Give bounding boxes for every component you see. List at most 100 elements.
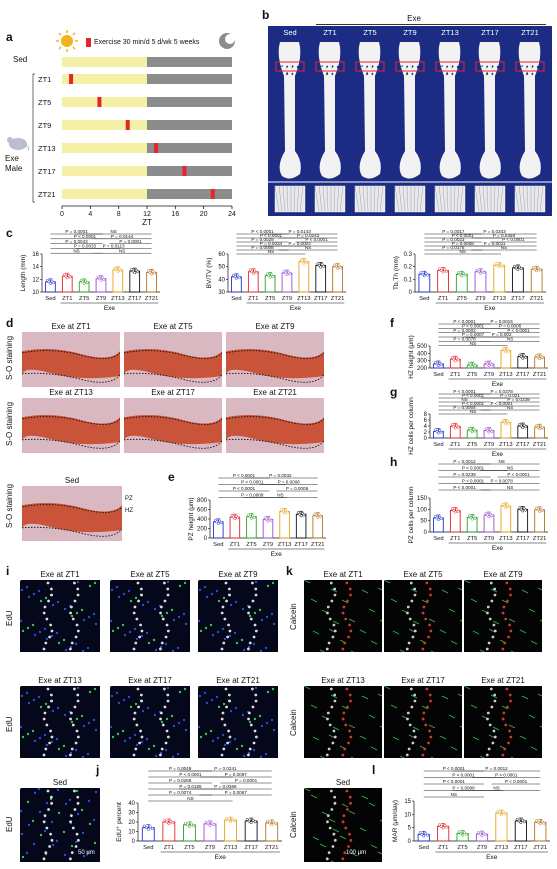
boundary-dot <box>254 735 258 739</box>
boundary-dot <box>493 587 497 591</box>
zone-boundary <box>226 350 324 359</box>
boundary-dot <box>329 581 333 585</box>
calcein-label <box>450 746 458 751</box>
boundary-dot <box>42 820 46 824</box>
x-tick-label: ZT17 <box>516 536 530 542</box>
x-tick-label: ZT1 <box>438 845 448 851</box>
data-point <box>422 274 426 278</box>
data-point <box>460 274 464 278</box>
trabecular-dot <box>531 66 534 68</box>
boundary-dot <box>333 587 337 591</box>
p-value-label: NS <box>461 397 467 402</box>
boundary-dot <box>225 599 228 603</box>
microct-column-label: ZT9 <box>403 28 416 37</box>
data-point <box>133 271 137 275</box>
boundary-dot <box>493 693 497 697</box>
calcein-label <box>439 629 447 634</box>
boundary-dot <box>409 581 413 585</box>
boundary-dot <box>42 753 46 757</box>
calcein-label <box>332 828 340 833</box>
calcein-label <box>384 686 391 690</box>
boundary-dot <box>69 717 72 721</box>
boundary-dot <box>492 623 496 627</box>
boundary-dot <box>332 623 336 627</box>
y-tick-label: 0 <box>424 436 428 442</box>
data-point <box>436 431 440 435</box>
data-point <box>102 278 106 281</box>
calcein-label <box>304 580 311 584</box>
trabecular-dot <box>286 73 288 76</box>
trabecular-dot <box>496 66 499 68</box>
y-tick-label: 500 <box>417 344 428 350</box>
trabecular-strut <box>296 185 300 213</box>
trabecular-dot <box>376 66 379 68</box>
trabecular-strut <box>514 185 520 213</box>
boundary-dot <box>47 808 50 811</box>
boundary-dot <box>222 641 226 645</box>
x-tick-label: ZT5 <box>246 542 256 548</box>
boundary-dot <box>223 617 227 621</box>
edu-tile <box>20 580 100 652</box>
exercise-window <box>210 189 215 199</box>
x-tick-label: ZT17 <box>514 845 528 851</box>
boundary-dot <box>508 729 511 733</box>
nucleus-dot <box>110 686 112 688</box>
boundary-dot <box>406 717 409 721</box>
roi-box <box>515 61 545 72</box>
data-point <box>148 825 152 829</box>
trabecular-strut <box>526 185 529 213</box>
data-point <box>266 519 270 523</box>
nucleus-dot <box>199 629 203 633</box>
nucleus-dot <box>183 581 187 585</box>
boundary-dot <box>508 587 512 591</box>
nucleus-dot <box>229 603 233 607</box>
trabecular-dot <box>521 65 523 67</box>
nucleus-dot <box>222 596 226 600</box>
nucleus-dot <box>164 642 168 646</box>
trabecular-block <box>474 185 506 213</box>
calcein-label <box>370 640 378 645</box>
boundary-dot <box>343 641 347 645</box>
y-tick-label: 15 <box>404 799 411 805</box>
nucleus-dot <box>234 706 238 710</box>
row-label: Calcein <box>289 811 298 838</box>
x-tick-label: ZT1 <box>438 296 448 302</box>
nucleus-dot <box>135 637 139 641</box>
p-value-label: P = 0.0008 <box>251 245 274 250</box>
boundary-dot <box>165 729 169 733</box>
x-tick-label: ZT21 <box>534 845 548 851</box>
nucleus-dot <box>43 733 47 737</box>
nucleus-dot <box>128 736 132 740</box>
nucleus-dot <box>27 595 31 599</box>
y-axis-label: Length (mm) <box>20 255 27 292</box>
nucleus-dot <box>133 733 137 737</box>
femur-shape <box>518 42 541 179</box>
chart-edu: 0 10 20 30 40 EdU⁺ percent Sed ZT1 ZT5 ZT9 ZT13 ZT1… <box>116 766 282 861</box>
nucleus-dot <box>116 732 120 736</box>
boundary-dot <box>409 687 413 691</box>
y-tick-label: 400 <box>417 351 428 357</box>
calcein-label <box>399 649 405 652</box>
trabecular-dot <box>411 66 414 68</box>
nucleus-dot <box>56 600 60 604</box>
boundary-dot <box>248 641 252 645</box>
p-value-label: P < 0.0001 <box>453 485 476 490</box>
boundary-dot <box>328 723 332 727</box>
nucleus-dot <box>55 839 59 843</box>
nucleus-dot <box>33 633 37 637</box>
zone-boundary <box>22 438 120 449</box>
p-value-label: P = 0.0034 <box>260 241 283 246</box>
data-point <box>288 272 292 276</box>
boundary-dot <box>163 599 167 603</box>
calcein-label <box>501 599 509 604</box>
data-point <box>163 818 167 822</box>
nucleus-dot <box>68 798 72 802</box>
calcein-label <box>339 835 347 840</box>
boundary-dot <box>49 587 53 591</box>
nucleus-dot <box>253 611 257 615</box>
row-label: Calcein <box>289 709 298 736</box>
p-value-label: P < 0.0001 <box>179 772 202 777</box>
nucleus-dot <box>76 686 80 690</box>
femur-shape <box>478 42 501 179</box>
calcein-label <box>350 852 358 857</box>
